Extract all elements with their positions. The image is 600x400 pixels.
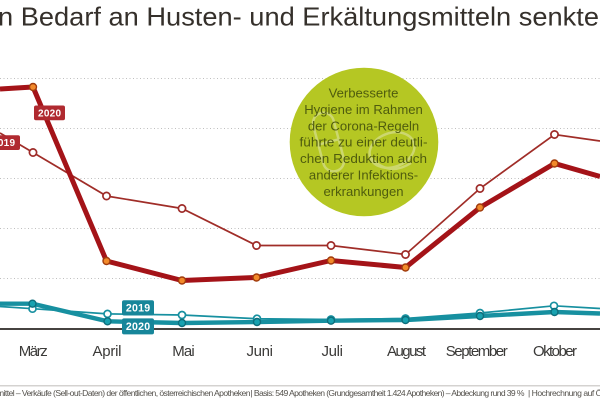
svg-text:2020: 2020 <box>38 108 61 119</box>
svg-text:Mai: Mai <box>172 343 195 360</box>
svg-text:Verbesserte: Verbesserte <box>329 86 399 101</box>
svg-text:2019: 2019 <box>126 303 150 315</box>
svg-text:n Bedarf an Husten- und Erkält: n Bedarf an Husten- und Erkältungsmittel… <box>0 2 599 32</box>
svg-text:Hygiene im Rahmen: Hygiene im Rahmen <box>304 102 423 117</box>
svg-text:2020: 2020 <box>126 321 150 333</box>
svg-text:anderer Infektions-: anderer Infektions- <box>309 168 418 183</box>
svg-text:September: September <box>446 343 508 360</box>
svg-text:chen Reduktion auch: chen Reduktion auch <box>300 151 427 166</box>
svg-text:der Corona-Regeln: der Corona-Regeln <box>308 118 419 133</box>
svg-text:August: August <box>387 343 427 360</box>
svg-text:März: März <box>19 343 48 360</box>
svg-text:| Basis: 549 Apotheken (Grundg: | Basis: 549 Apotheken (Grundgesamtheit … <box>251 388 525 398</box>
svg-text:mittel – Verkäufe (Sell-out-Da: mittel – Verkäufe (Sell-out-Daten) der ö… <box>0 388 251 398</box>
svg-text:Juni: Juni <box>246 343 273 360</box>
svg-text:Oktober: Oktober <box>533 343 577 360</box>
svg-text:Juli: Juli <box>321 343 343 360</box>
svg-text:April: April <box>93 343 122 360</box>
svg-text:erkrankungen: erkrankungen <box>323 184 403 199</box>
svg-text:führte zu einer deutli-: führte zu einer deutli- <box>300 135 428 150</box>
svg-text:2019: 2019 <box>0 138 15 149</box>
svg-text:| Hochrechnung auf Öst: | Hochrechnung auf Öst <box>528 388 600 398</box>
